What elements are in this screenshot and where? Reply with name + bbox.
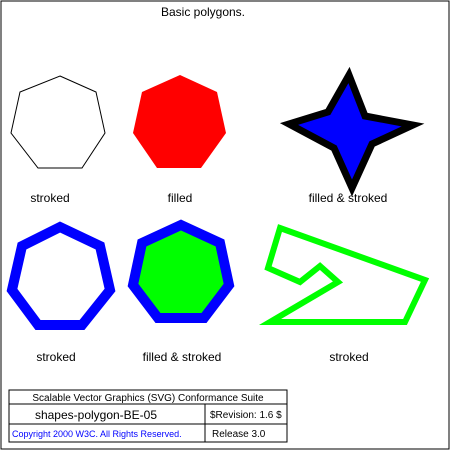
footer-suite-title: Scalable Vector Graphics (SVG) Conforman…: [32, 393, 264, 404]
footer-release: Release 3.0: [212, 429, 266, 440]
footer-test-name: shapes-polygon-BE-05: [35, 408, 157, 422]
label-filled: filled: [168, 191, 193, 205]
heptagon-stroked-blue: [6, 221, 116, 330]
four-point-star-filled-stroked: [279, 66, 425, 197]
footer-revision: $Revision: 1.6 $: [210, 410, 282, 421]
label-stroked-3: stroked: [329, 350, 368, 364]
label-filled-stroked-1: filled & stroked: [309, 191, 388, 205]
conformance-footer: Scalable Vector Graphics (SVG) Conforman…: [8, 389, 288, 443]
heptagon-filled-stroked: [127, 219, 235, 323]
footer-copyright-link[interactable]: Copyright 2000 W3C. All Rights Reserved.: [12, 429, 182, 439]
label-stroked-2: stroked: [36, 350, 75, 364]
irregular-polygon-stroked-green: [258, 224, 430, 325]
label-filled-stroked-2: filled & stroked: [143, 350, 222, 364]
heptagon-stroked: [10, 75, 106, 169]
page-title: Basic polygons.: [161, 5, 245, 19]
heptagon-filled: [133, 75, 226, 168]
label-stroked-1: stroked: [30, 191, 69, 205]
footer-frame: [8, 389, 288, 443]
